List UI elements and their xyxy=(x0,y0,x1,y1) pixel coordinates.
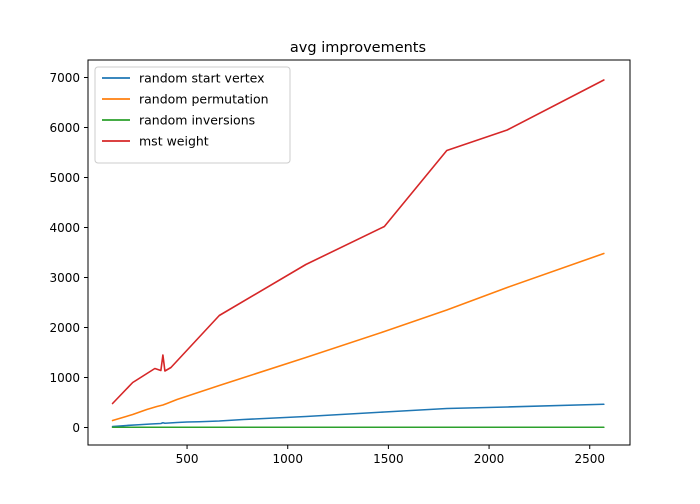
y-tick-label: 2000 xyxy=(49,321,80,335)
y-tick-label: 3000 xyxy=(49,271,80,285)
y-tick-label: 1000 xyxy=(49,371,80,385)
series-line-random-permutation xyxy=(111,252,605,422)
y-tick-label: 5000 xyxy=(49,171,80,185)
legend-label: random permutation xyxy=(139,92,269,107)
x-tick-label: 2000 xyxy=(474,452,505,466)
y-tick-label: 4000 xyxy=(49,221,80,235)
chart-title: avg improvements xyxy=(290,40,426,56)
plot-frame xyxy=(87,59,631,446)
y-tick-label: 0 xyxy=(72,421,80,435)
series-layer xyxy=(111,79,605,429)
legend-label: random start vertex xyxy=(139,71,265,86)
legend: random start vertex random permutation ran… xyxy=(94,66,291,164)
x-tick-label: 1500 xyxy=(373,452,404,466)
tick-layer: 500 1000 1500 2000 2500 0 1000 2000 3000 4000 5000… xyxy=(49,71,605,466)
legend-box xyxy=(94,66,291,164)
x-tick-label: 500 xyxy=(176,452,199,466)
y-tick-label: 7000 xyxy=(49,71,80,85)
x-tick-label: 1000 xyxy=(272,452,303,466)
legend-label: random inversions xyxy=(139,113,255,128)
legend-label: mst weight xyxy=(139,134,209,149)
y-tick-label: 6000 xyxy=(49,121,80,135)
series-line-random-start-vertex xyxy=(111,403,605,428)
series-line-mst-weight xyxy=(111,79,605,405)
x-tick-label: 2500 xyxy=(574,452,605,466)
